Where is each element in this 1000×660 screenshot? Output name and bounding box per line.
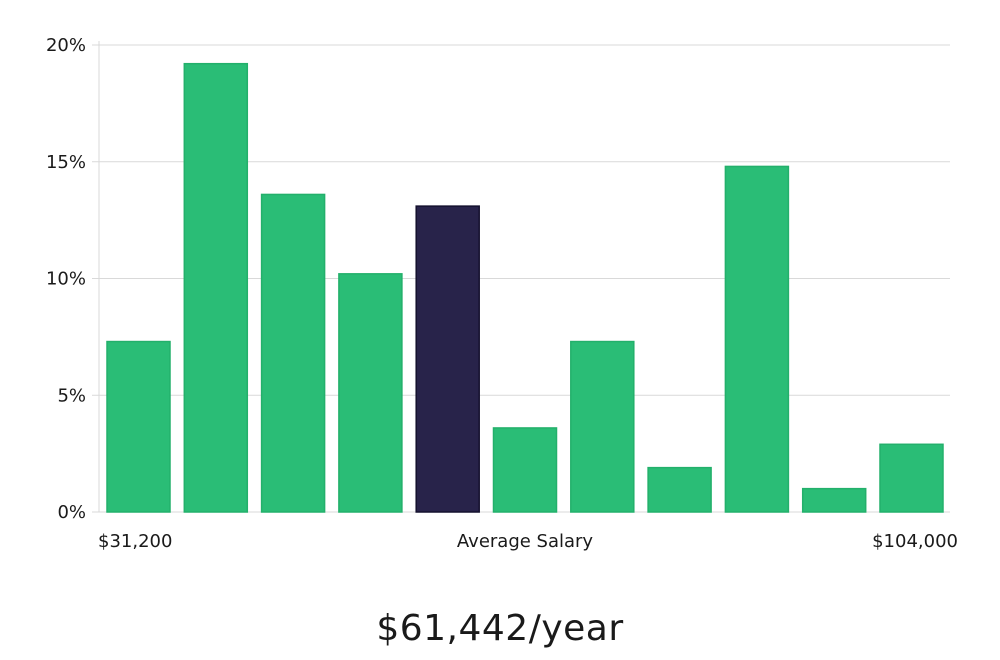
bar-average-salary: [415, 205, 480, 513]
x-min-label: $31,200: [98, 531, 172, 552]
y-tick-label: 10%: [46, 269, 86, 290]
bars: [106, 62, 944, 513]
y-tick-label: 15%: [46, 152, 86, 173]
bar: [801, 487, 867, 513]
bar: [183, 62, 249, 513]
y-tick-label: 5%: [57, 385, 86, 406]
bar: [879, 443, 944, 513]
x-max-label: $104,000: [872, 531, 958, 552]
y-axis-ticks: 0% 5% 10% 15% 20%: [46, 35, 86, 523]
y-tick-label: 20%: [46, 35, 86, 56]
x-center-label: Average Salary: [457, 531, 594, 552]
bar: [106, 340, 171, 513]
bar: [492, 427, 558, 513]
bar: [260, 193, 326, 513]
average-salary-value: $61,442/year: [376, 608, 624, 649]
y-tick-label: 0%: [57, 502, 86, 523]
salary-histogram: 0% 5% 10% 15% 20% $31,200 Average Salary $10…: [46, 35, 958, 552]
bar: [570, 340, 635, 513]
bar: [724, 165, 790, 513]
bar: [647, 466, 712, 513]
bar: [338, 273, 403, 513]
